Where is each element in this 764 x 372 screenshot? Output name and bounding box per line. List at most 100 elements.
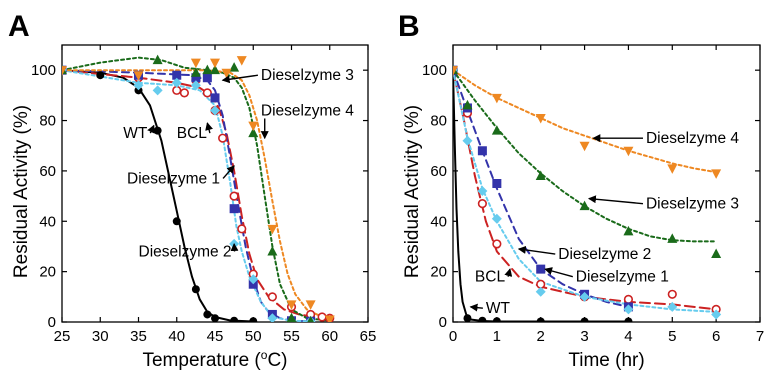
- panel-b-x-tick-label: 5: [668, 328, 676, 345]
- panel-a-point-wt: [134, 86, 143, 95]
- panel-b-point-dieselzyme-2: [711, 309, 722, 320]
- panel-a-annotation-dieselzyme-1: Dieselzyme 1: [127, 170, 220, 187]
- panel-a-point-wt: [96, 71, 105, 80]
- panel-a-point-dieselzyme-2: [133, 80, 144, 91]
- panel-a-y-tick-label: 40: [39, 213, 56, 230]
- panel-b-y-tick-label: 80: [430, 113, 447, 130]
- panel-b-y-tick-label: 20: [430, 264, 447, 281]
- panel-a-point-dieselzyme-2: [152, 85, 163, 96]
- panel-a-annotation-arrow-wt: [147, 124, 155, 134]
- panel-a-x-axis-title: Temperature (oC): [142, 348, 287, 371]
- panel-b-series-line-dieselzyme-2: [453, 69, 718, 313]
- panel-a-point-wt: [203, 310, 212, 319]
- panel-b-point-dieselzyme-1: [477, 146, 487, 156]
- panel-b-point-dieselzyme-1: [492, 179, 502, 188]
- panel-b-point-wt: [536, 317, 545, 322]
- panel-a-x-tick-label: 60: [321, 328, 338, 345]
- panel-a-y-axis-title: Residual Activity (%): [11, 105, 32, 278]
- panel-a-point-dieselzyme-3: [307, 315, 314, 322]
- panel-a-point-dieselzyme-3: [190, 67, 201, 77]
- panel-a-point-dieselzyme-4: [286, 300, 297, 310]
- panel-a-x-tick-label: 50: [245, 328, 262, 345]
- panel-a-point-dieselzyme-3: [248, 127, 259, 138]
- panel-a-point-dieselzyme-3: [210, 64, 220, 75]
- chart-panel-a: 25 30 35 40 45 50 55 60 65 0 20 40 60 80 100 Temperatur…: [11, 44, 377, 371]
- panel-a-point-bcl: [237, 224, 247, 234]
- panel-a-point-dieselzyme-1: [248, 279, 258, 289]
- panel-b-x-tick-label: 0: [449, 328, 457, 345]
- panel-b-x-tick-label: 4: [624, 328, 632, 345]
- panel-a-point-dieselzyme-4: [210, 58, 220, 69]
- panel-a-point-dieselzyme-1: [172, 70, 182, 80]
- panel-label-b: B: [398, 10, 420, 43]
- panel-a-point-dieselzyme-1: [229, 204, 239, 214]
- panel-a-point-dieselzyme-1: [202, 73, 212, 83]
- panel-b-point-wt: [463, 314, 472, 322]
- panel-a-point-dieselzyme-4: [267, 224, 278, 235]
- panel-a-point-dieselzyme-4: [62, 66, 67, 76]
- panel-b-point-bcl: [492, 239, 502, 249]
- panel-a-point-dieselzyme-2: [190, 80, 201, 91]
- panel-b-x-tick-label: 3: [580, 328, 588, 345]
- panel-a-x-tick-label: 40: [168, 328, 185, 345]
- panel-b-series-line-bcl: [453, 69, 718, 311]
- panel-a-plot-area: [62, 54, 335, 322]
- panel-a-point-dieselzyme-3: [202, 64, 213, 75]
- panel-b-annotation-bcl: BCL: [475, 269, 506, 286]
- panel-b-point-dieselzyme-3: [667, 233, 678, 243]
- panel-b-point-dieselzyme-3: [623, 225, 634, 236]
- panel-a-x-tick-label: 45: [207, 328, 224, 345]
- panel-a-x-tick-label: 55: [283, 328, 300, 345]
- panel-b-y-tick-label: 40: [430, 213, 447, 230]
- panel-b-y-tick-label: 60: [430, 163, 447, 180]
- panel-a-y-tick-label: 60: [39, 163, 56, 180]
- panel-a-point-dieselzyme-4: [190, 58, 201, 69]
- panel-a-point-bcl: [179, 88, 189, 98]
- panel-label-a: A: [8, 10, 30, 43]
- panel-b-point-bcl: [477, 199, 487, 209]
- panel-a-y-tick-label: 0: [48, 314, 56, 331]
- panel-a-point-bcl: [229, 191, 239, 201]
- panel-a-x-tick-label: 35: [130, 328, 147, 345]
- panel-a-point-dieselzyme-3: [152, 54, 163, 65]
- panel-b-annotation-arrow-dieselzyme-1: [544, 267, 573, 278]
- chart-panel-b: 0 1 2 3 4 5 6 7 0 20 40 60 80 100 Time (hr) Residual Ac…: [402, 44, 764, 371]
- panel-b-annotation-arrow-dieselzyme-2: [517, 245, 556, 255]
- panel-b-point-wt: [492, 317, 501, 322]
- panel-b-annotation-dieselzyme-2: Dieselzyme 2: [558, 246, 651, 263]
- panel-a-x-tick-label: 65: [360, 328, 377, 345]
- panel-b-y-axis-title: Residual Activity (%): [402, 105, 423, 278]
- panel-b-point-dieselzyme-2: [477, 186, 488, 197]
- panel-a-point-wt: [191, 285, 200, 294]
- panel-a-point-dieselzyme-3: [286, 312, 297, 322]
- panel-b-point-dieselzyme-4: [535, 114, 546, 124]
- panel-a-point-dieselzyme-4: [305, 300, 316, 310]
- panel-b-annotation-arrow-dieselzyme-3: [587, 195, 644, 205]
- panel-a-point-wt: [211, 314, 219, 322]
- panel-a-point-dieselzyme-2: [248, 274, 259, 285]
- panel-b-y-tick-label: 100: [422, 62, 447, 79]
- panel-b-point-dieselzyme-3: [579, 200, 590, 211]
- panel-b-x-tick-label: 6: [712, 328, 720, 345]
- panel-a-point-dieselzyme-1: [191, 73, 201, 83]
- panel-b-point-bcl: [623, 294, 634, 304]
- panel-a-point-bcl: [218, 133, 228, 143]
- panel-a-annotation-wt: WT: [123, 125, 148, 142]
- panel-a-annotation-dieselzyme-4: Dieselzyme 4: [261, 102, 354, 119]
- panel-a-point-dieselzyme-2: [210, 105, 220, 116]
- panel-b-point-dieselzyme-2: [491, 213, 502, 224]
- panel-b-annotation-dieselzyme-3: Dieselzyme 3: [646, 196, 739, 213]
- panel-a-point-dieselzyme-2: [171, 77, 182, 88]
- panel-b-point-dieselzyme-4: [491, 93, 502, 104]
- panel-b-point-dieselzyme-2: [535, 286, 546, 297]
- panel-b-point-dieselzyme-2: [623, 304, 634, 315]
- panel-b-point-dieselzyme-4: [579, 141, 590, 152]
- panel-a-point-dieselzyme-2: [267, 313, 278, 322]
- panel-a-y-tick-label: 80: [39, 113, 56, 130]
- panel-b-annotation-wt: WT: [486, 300, 511, 317]
- panel-b-x-tick-label: 1: [493, 328, 501, 345]
- panel-a-y-tick-label: 20: [39, 264, 56, 281]
- panel-b-point-dieselzyme-3: [491, 125, 502, 135]
- panel-b-series-line-wt: [453, 69, 630, 322]
- panel-b-point-dieselzyme-2: [462, 135, 473, 146]
